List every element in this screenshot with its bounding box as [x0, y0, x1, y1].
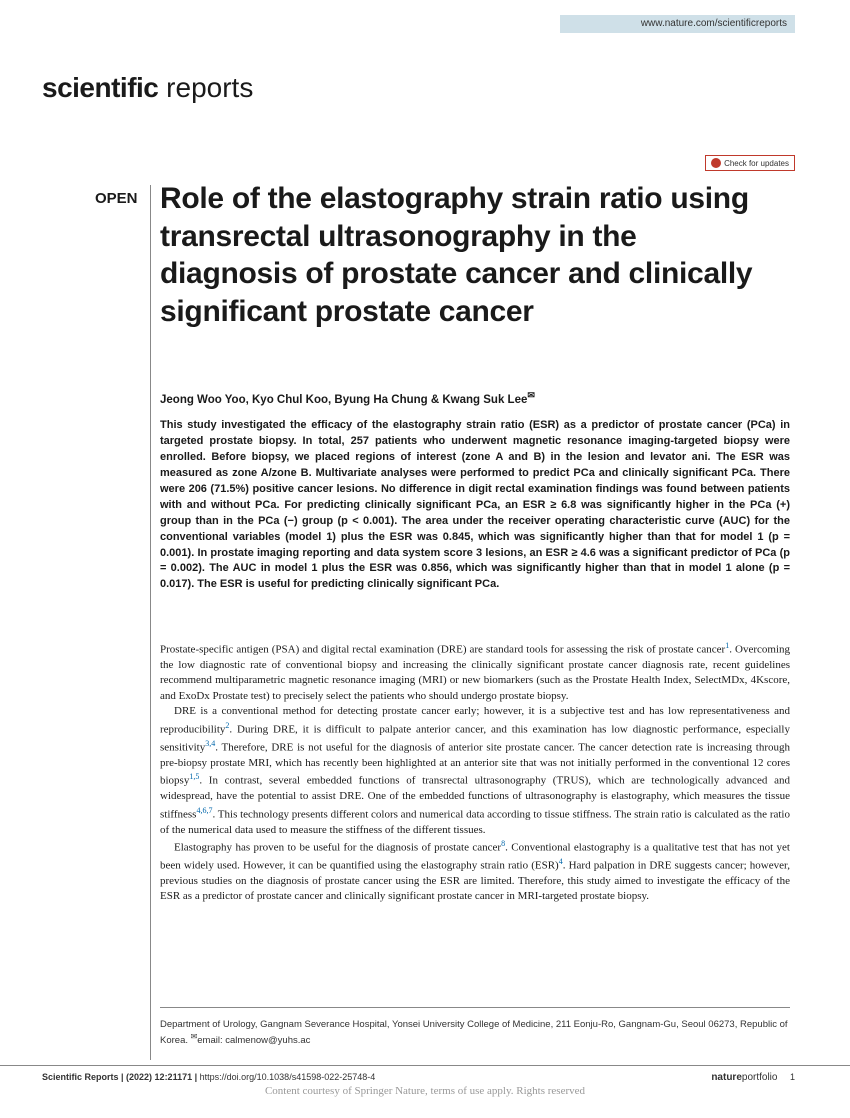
journal-logo: scientific reports	[42, 72, 253, 104]
page-footer: Scientific Reports | (2022) 12:21171 | h…	[0, 1065, 850, 1083]
doi-link[interactable]: https://doi.org/10.1038/s41598-022-25748…	[200, 1072, 376, 1082]
footer-left: Scientific Reports | (2022) 12:21171 | h…	[42, 1072, 375, 1083]
ref-link[interactable]: 4,6,7	[196, 806, 212, 815]
ref-link[interactable]: 3,4	[205, 739, 215, 748]
page-number: 1	[790, 1072, 795, 1082]
authors-list: Jeong Woo Yoo, Kyo Chul Koo, Byung Ha Ch…	[160, 390, 780, 406]
vertical-rule	[150, 185, 151, 1060]
abstract-text: This study investigated the efficacy of …	[160, 418, 790, 593]
ref-link[interactable]: 1,5	[189, 772, 199, 781]
body-text: Prostate-specific antigen (PSA) and digi…	[160, 640, 790, 905]
corresponding-email[interactable]: calmenow@yuhs.ac	[225, 1035, 310, 1046]
article-title: Role of the elastography strain ratio us…	[160, 180, 760, 330]
journal-url: www.nature.com/scientificreports	[560, 15, 795, 33]
check-updates-label: Check for updates	[724, 159, 789, 168]
footer-right: natureportfolio 1	[711, 1072, 795, 1083]
affiliation-block: Department of Urology, Gangnam Severance…	[160, 1007, 790, 1048]
watermark-text: Content courtesy of Springer Nature, ter…	[0, 1085, 850, 1097]
open-access-label: OPEN	[95, 190, 138, 207]
corresponding-icon: ✉	[527, 390, 535, 400]
paragraph-3: Elastography has proven to be useful for…	[160, 838, 790, 905]
journal-name-light: reports	[158, 72, 253, 103]
paragraph-2: DRE is a conventional method for detecti…	[160, 704, 790, 838]
paragraph-1: Prostate-specific antigen (PSA) and digi…	[160, 640, 790, 704]
journal-name-bold: scientific	[42, 72, 158, 103]
check-updates-button[interactable]: Check for updates	[705, 155, 795, 171]
